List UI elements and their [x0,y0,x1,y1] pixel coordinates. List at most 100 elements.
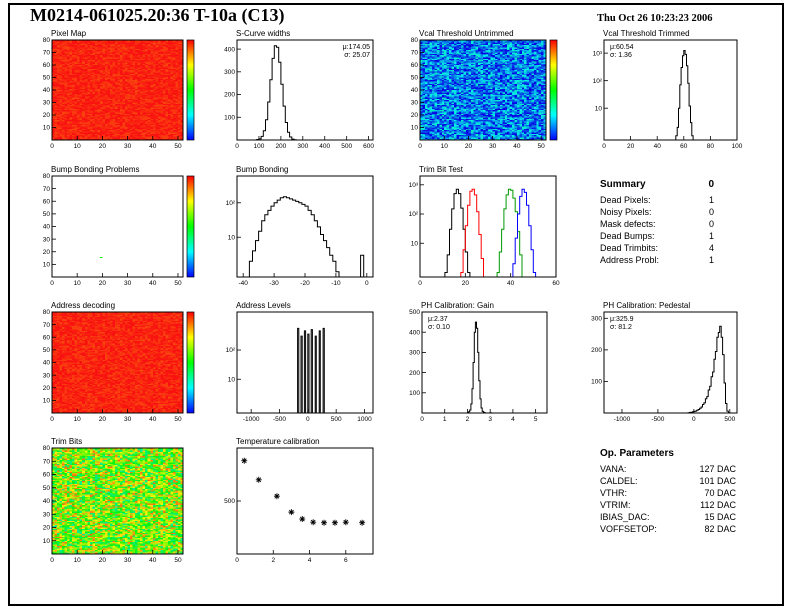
s-curve-widths-chart: 0 100 200 300 400 500 600 100 200 300 400 S-Curve w… [224,29,374,150]
op-parameters-block: Op. Parameters VANA: 127 DAC CALDEL: 101 D… [600,448,736,535]
svg-text:σ: 25.07: σ: 25.07 [344,52,370,59]
summary-total: 0 [708,179,714,190]
svg-text:70: 70 [43,322,51,329]
svg-text:PH Calibration: Pedestal: PH Calibration: Pedestal [603,301,690,310]
svg-text:80: 80 [707,143,715,150]
summary-row-label: Dead Pixels: [600,195,651,205]
svg-text:μ:60.54: μ:60.54 [610,44,634,51]
svg-text:Temperature calibration: Temperature calibration [236,437,320,446]
svg-text:Trim Bits: Trim Bits [51,437,82,446]
svg-text:100: 100 [409,390,420,397]
svg-text:30: 30 [124,143,132,150]
svg-text:50: 50 [43,211,51,218]
vcal-threshold-untrimmed-chart: 0 10 20 30 40 50 10 20 30 40 50 60 70 80 Vcal Threshol… [411,29,558,150]
svg-text:30: 30 [43,511,51,518]
svg-text:30: 30 [43,372,51,379]
svg-text:2: 2 [271,557,275,564]
svg-text:10: 10 [74,557,82,564]
svg-text:600: 600 [363,143,374,150]
svg-text:10: 10 [43,125,51,132]
svg-text:30: 30 [124,416,132,423]
op-param-label: VTRIM: [600,500,631,510]
svg-text:300: 300 [297,143,308,150]
svg-text:500: 500 [724,416,735,423]
svg-text:200: 200 [275,143,286,150]
op-param-label: VTHR: [600,488,627,498]
svg-text:30: 30 [43,100,51,107]
svg-text:10: 10 [74,416,82,423]
svg-text:80: 80 [43,37,51,44]
svg-text:400: 400 [224,46,235,53]
svg-text:10²: 10² [593,78,603,85]
summary-row-value: 1 [708,195,714,205]
svg-text:70: 70 [411,50,419,57]
svg-text:40: 40 [654,143,662,150]
svg-text:Bump Bonding: Bump Bonding [236,165,288,174]
op-param-label: VANA: [600,464,627,474]
timestamp: Thu Oct 26 10:23:23 2006 [597,13,713,24]
svg-text:50: 50 [43,485,51,492]
svg-text:σ: 0.10: σ: 0.10 [428,324,450,331]
svg-text:-40: -40 [238,280,248,287]
svg-text:4: 4 [511,416,515,423]
svg-text:1000: 1000 [357,416,372,423]
svg-text:40: 40 [507,280,515,287]
svg-text:-500: -500 [651,416,664,423]
svg-text:40: 40 [149,557,157,564]
svg-text:-30: -30 [269,280,279,287]
svg-text:20: 20 [43,525,51,532]
svg-text:500: 500 [331,416,342,423]
svg-text:30: 30 [43,236,51,243]
svg-text:20: 20 [411,112,419,119]
svg-text:10²: 10² [409,211,419,218]
op-param-value: 127 DAC [699,464,736,474]
svg-text:50: 50 [411,75,419,82]
svg-text:20: 20 [462,280,470,287]
svg-text:20: 20 [99,557,107,564]
svg-text:60: 60 [680,143,688,150]
temperature-calibration-chart: 0 2 4 6 500 Temperature calibration [224,437,374,564]
svg-text:10: 10 [43,262,51,269]
svg-text:40: 40 [149,143,157,150]
address-decoding-chart: 0 10 20 30 40 50 10 20 30 40 50 60 70 80 Address decod… [43,301,195,423]
summary-row-value: 1 [708,231,714,241]
svg-text:σ: 1.36: σ: 1.36 [610,52,632,59]
svg-text:30: 30 [411,100,419,107]
svg-text:1: 1 [443,416,447,423]
svg-text:0: 0 [602,143,606,150]
svg-text:0: 0 [692,416,696,423]
svg-text:40: 40 [149,280,157,287]
svg-text:-20: -20 [300,280,310,287]
svg-text:0: 0 [50,280,54,287]
svg-text:300: 300 [224,69,235,76]
svg-text:3: 3 [488,416,492,423]
summary-row-value: 4 [708,243,714,253]
svg-text:30: 30 [124,280,132,287]
summary-block: Summary 0 Dead Pixels: 1 Noisy Pixels: 0 M… [600,179,714,266]
svg-text:0: 0 [418,280,422,287]
page-title: M0214-061025.20:36 T-10a (C13) [30,5,285,25]
svg-text:σ: 81.2: σ: 81.2 [610,324,632,331]
svg-text:10³: 10³ [409,182,419,189]
svg-text:Vcal Threshold Untrimmed: Vcal Threshold Untrimmed [419,29,514,38]
bump-bonding-chart: -40 -30 -20 -10 0 10 10² Bump Bonding [226,165,374,287]
svg-text:200: 200 [591,347,602,354]
op-param-value: 101 DAC [699,476,736,486]
svg-text:μ:325.9: μ:325.9 [610,316,634,323]
svg-text:60: 60 [43,334,51,341]
svg-text:40: 40 [43,360,51,367]
bump-bonding-problems-chart: 0 10 20 30 40 50 10 20 30 40 50 60 70 80 Bump Bonding … [43,165,195,287]
svg-text:10: 10 [411,125,419,132]
svg-text:20: 20 [627,143,635,150]
summary-row-label: Dead Trimbits: [600,243,659,253]
svg-text:0: 0 [306,416,310,423]
svg-text:Address Levels: Address Levels [236,301,291,310]
svg-text:10: 10 [411,240,419,247]
op-param-label: IBIAS_DAC: [600,512,650,522]
ph-calibration-pedestal-chart: -1000 -500 0 500 100 200 300 PH Calibration: Pe… [591,301,738,423]
svg-text:50: 50 [174,416,182,423]
svg-text:Vcal Threshold Trimmed: Vcal Threshold Trimmed [603,29,690,38]
svg-text:50: 50 [538,143,546,150]
svg-text:10²: 10² [226,200,236,207]
svg-text:400: 400 [319,143,330,150]
